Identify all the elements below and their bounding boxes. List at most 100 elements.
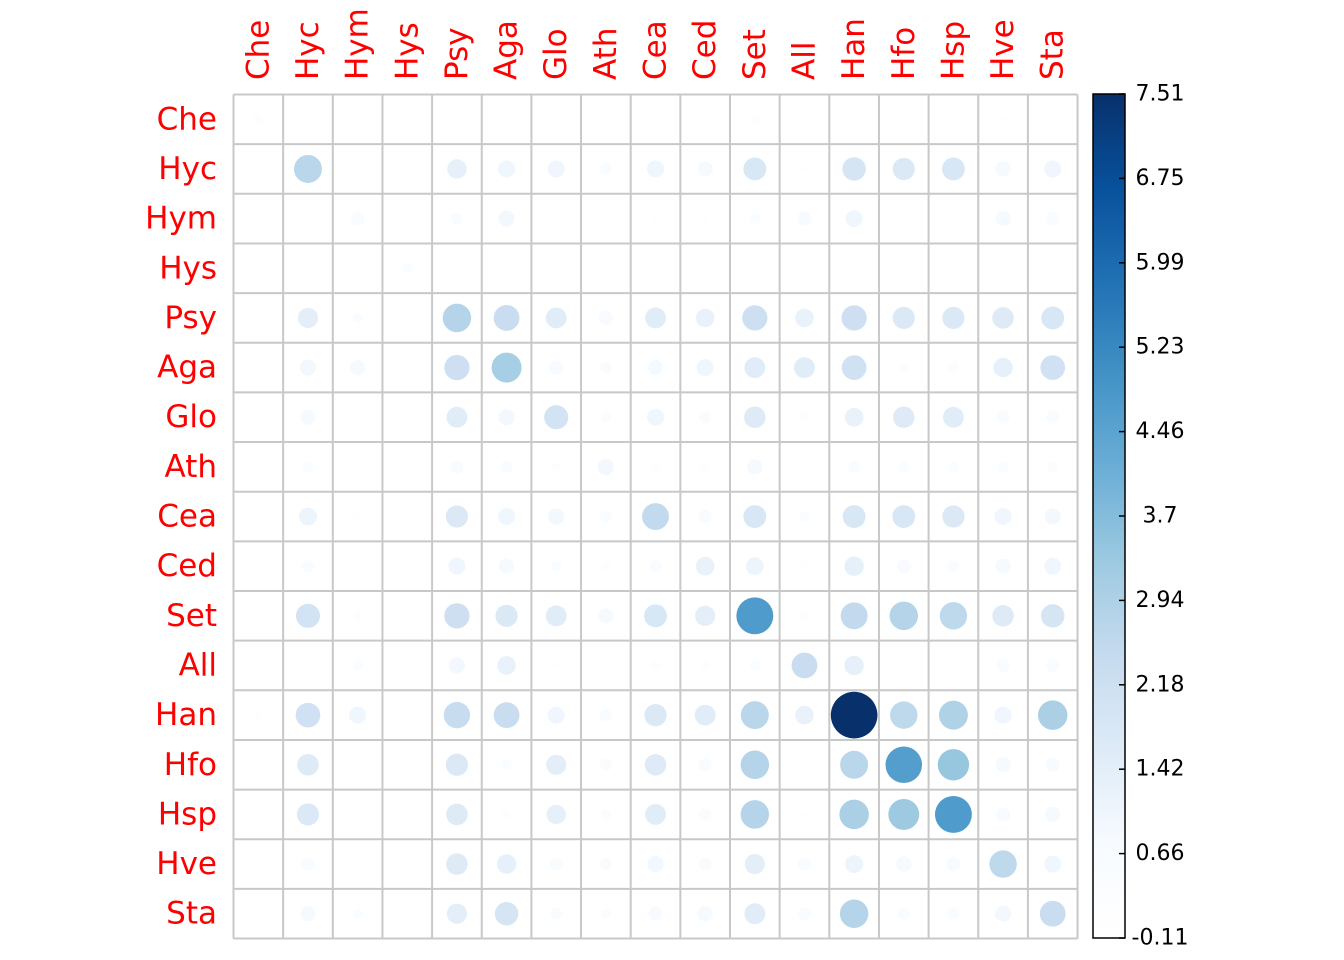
cell-circle-cea-aga — [498, 508, 516, 526]
cell-circle-psy-hsp — [942, 306, 965, 330]
cell-circle-hym-hfo — [901, 216, 906, 221]
cell-circle-cea-ath — [599, 510, 612, 523]
cell-circle-ath-hfo — [898, 461, 910, 473]
cell-circle-hsp-glo — [546, 804, 566, 825]
cell-circle-hym-aga — [498, 210, 515, 227]
row-label: Hyc — [158, 151, 217, 187]
cell-circle-sta-che — [256, 911, 261, 916]
data-circles — [253, 114, 1068, 928]
cell-circle-che-hyc — [305, 116, 311, 123]
cell-circle-ced-aga — [498, 558, 515, 574]
cell-circle-aga-hyc — [299, 359, 317, 376]
cell-circle-aga-hym — [350, 359, 366, 376]
cell-circle-ath-sta — [1047, 461, 1059, 473]
cell-circle-psy-han — [841, 305, 867, 331]
row-label: Hfo — [164, 747, 217, 783]
cell-circle-hve-hym — [353, 860, 362, 868]
cell-circle-han-glo — [547, 706, 565, 724]
cell-circle-hym-hym — [351, 212, 365, 226]
cell-circle-hfo-ced — [698, 758, 712, 772]
cell-circle-sta-glo — [550, 907, 563, 920]
row-label: Ced — [157, 548, 217, 584]
cell-circle-ath-ced — [700, 462, 710, 472]
column-label: Psy — [439, 27, 475, 80]
cell-circle-ced-ath — [601, 561, 611, 571]
cell-circle-psy-cea — [645, 307, 666, 329]
cell-circle-hym-hyc — [305, 215, 311, 222]
cell-circle-han-che — [254, 711, 263, 719]
cell-circle-cea-sta — [1044, 508, 1061, 525]
cell-circle-han-set — [740, 701, 769, 730]
cell-circle-ath-hyc — [302, 461, 314, 473]
cell-circle-hve-ath — [599, 858, 612, 871]
cell-circle-cea-ced — [698, 509, 712, 524]
cell-circle-set-hve — [992, 605, 1014, 627]
colorbar-tick-label: 4.46 — [1136, 419, 1185, 444]
cell-circle-psy-aga — [493, 305, 520, 331]
colorbar-tick-label: 2.18 — [1136, 672, 1185, 697]
cell-circle-hsp-all — [801, 811, 808, 818]
cell-circle-hfo-hyc — [297, 754, 319, 776]
colorbar-tick-label: 6.75 — [1136, 166, 1185, 191]
column-label: Ced — [687, 20, 723, 80]
cell-circle-hve-all — [797, 857, 812, 871]
column-label: Cea — [638, 20, 674, 80]
cell-circle-hym-ath — [603, 216, 608, 221]
cell-circle-ced-hfo — [896, 559, 911, 574]
column-label: Set — [737, 29, 773, 80]
cell-circle-hfo-ath — [599, 758, 612, 771]
cell-circle-hyc-sta — [1044, 160, 1062, 178]
cell-circle-ath-che — [256, 464, 261, 469]
cell-circle-hym-glo — [552, 215, 560, 222]
cell-circle-hfo-glo — [546, 754, 567, 775]
cell-circle-hfo-hys — [405, 762, 410, 767]
cell-circle-han-hve — [994, 706, 1012, 724]
cell-circle-che-sta — [1050, 117, 1055, 122]
cell-circle-hve-aga — [496, 854, 517, 874]
cell-circle-glo-han — [844, 407, 864, 427]
cell-circle-cea-hyc — [299, 507, 317, 526]
cell-circle-set-hfo — [889, 601, 919, 631]
row-label: Aga — [157, 350, 217, 386]
cell-circle-hve-hfo — [896, 856, 912, 872]
cell-circle-ced-set — [745, 557, 764, 576]
cell-circle-hym-cea — [652, 215, 659, 222]
colorbar-tick-label: 2.94 — [1136, 588, 1185, 613]
cell-circle-han-ced — [694, 704, 716, 726]
cell-circle-glo-che — [255, 414, 262, 420]
cell-circle-psy-sta — [1041, 306, 1065, 330]
cell-circle-han-aga — [493, 702, 520, 729]
cell-circle-hys-hsp — [951, 266, 956, 271]
cell-circle-hve-han — [845, 855, 864, 874]
cell-circle-set-sta — [1040, 604, 1065, 628]
cell-circle-hve-hsp — [946, 856, 961, 872]
cell-circle-sta-hym — [352, 908, 364, 920]
cell-circle-ced-psy — [448, 557, 466, 575]
cell-circle-all-hym — [352, 660, 364, 671]
cell-circle-psy-all — [795, 308, 814, 328]
cell-circle-all-hve — [996, 658, 1010, 673]
column-label: Hfo — [886, 27, 922, 80]
cell-circle-set-hsp — [939, 602, 968, 630]
cell-circle-cea-glo — [548, 508, 565, 525]
cell-circle-cea-han — [842, 505, 866, 528]
cell-circle-che-hve — [999, 115, 1007, 124]
cell-circle-psy-hym — [352, 312, 364, 324]
cell-circle-hsp-hyc — [296, 803, 320, 826]
row-label: Cea — [157, 499, 217, 535]
cell-circle-hfo-hsp — [937, 749, 970, 781]
cell-circle-ced-han — [844, 556, 864, 576]
column-label: Hsp — [935, 21, 971, 80]
cell-circle-psy-che — [254, 314, 263, 322]
cell-circle-hfo-cea — [644, 754, 667, 776]
cell-circle-all-che — [256, 663, 261, 668]
cell-circle-set-psy — [444, 603, 470, 629]
cell-circle-ath-hve — [997, 461, 1009, 473]
cell-circle-hfo-psy — [445, 753, 469, 776]
colorbar-tick-label: 7.51 — [1136, 82, 1185, 107]
row-label: Psy — [164, 300, 217, 336]
cell-circle-all-hsp — [950, 662, 957, 669]
cell-circle-sta-all — [797, 907, 812, 921]
cell-circle-sta-han — [839, 899, 869, 928]
cell-circle-ath-cea — [650, 462, 661, 472]
